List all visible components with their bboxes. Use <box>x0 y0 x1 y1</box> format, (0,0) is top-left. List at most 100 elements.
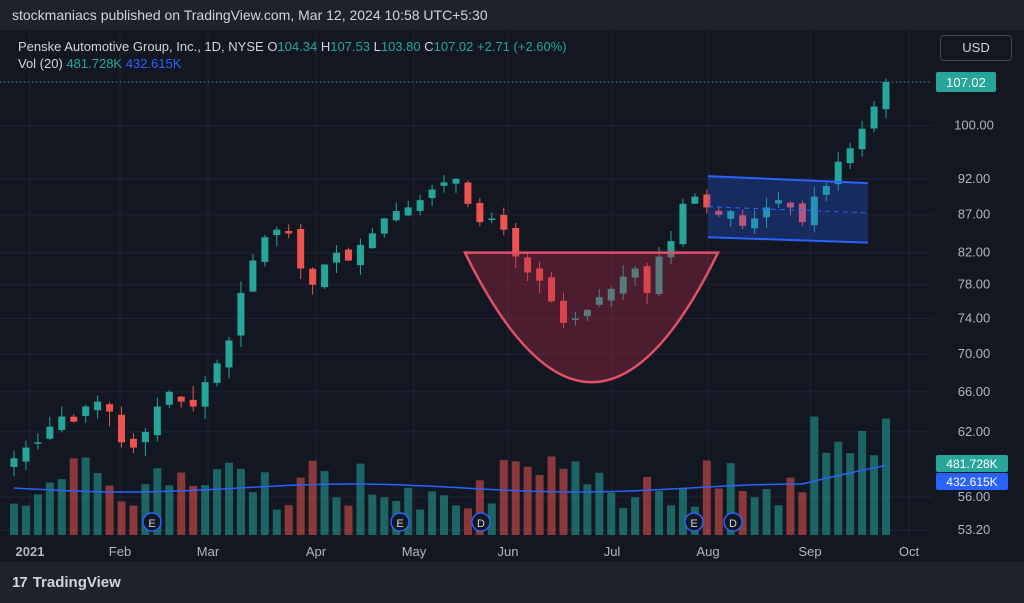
volume-bar <box>380 497 389 535</box>
x-tick-label: Jun <box>498 544 519 559</box>
candle-body <box>46 426 54 439</box>
open-value: 104.34 <box>277 39 318 54</box>
candle-body <box>356 244 364 266</box>
volume-bar <box>475 480 484 535</box>
volume-bar <box>117 501 126 535</box>
volume-bar <box>57 479 66 535</box>
volume-bar <box>726 463 735 535</box>
event-marker-label: E <box>148 518 155 530</box>
volume-bar <box>93 473 102 535</box>
y-tick-label: 87.00 <box>958 207 991 222</box>
candle-body <box>344 249 352 261</box>
volume-bar <box>177 472 186 535</box>
x-tick-label: May <box>402 544 427 559</box>
volume-bar <box>846 453 855 535</box>
volume-bar <box>607 492 616 535</box>
candle-body <box>129 438 137 448</box>
candle-body <box>870 106 878 129</box>
volume-indicator-label[interactable]: Vol (20) <box>18 56 63 71</box>
volume-bar <box>631 497 640 535</box>
event-marker-label: D <box>477 518 485 530</box>
volume-bar <box>882 418 890 535</box>
event-marker: E <box>684 512 704 532</box>
change-value: +2.71 (+2.60%) <box>477 39 567 54</box>
volume-bar <box>81 457 90 535</box>
volume-bars <box>10 416 890 535</box>
candle-body <box>607 288 615 301</box>
volume-bar <box>870 455 879 535</box>
candle-body <box>118 414 126 443</box>
candle-body <box>94 401 102 411</box>
currency-button[interactable]: USD <box>940 35 1012 61</box>
volume-bar <box>858 430 867 535</box>
volume-bar <box>702 460 711 535</box>
candle-body <box>691 196 699 204</box>
volume-bar <box>105 485 114 535</box>
candle-body <box>679 203 687 245</box>
volume-bar <box>511 461 520 535</box>
candle-body <box>34 442 42 444</box>
volume-bar <box>786 477 795 535</box>
volume-bar <box>153 468 162 535</box>
volume-bar <box>141 484 150 535</box>
x-tick-label: Aug <box>696 544 719 559</box>
high-label: H <box>320 39 331 54</box>
candle-body <box>82 406 90 416</box>
event-marker: D <box>471 512 491 532</box>
candle-body <box>10 458 18 467</box>
candle-body <box>536 268 544 281</box>
candle-body <box>548 277 556 302</box>
event-marker-circle <box>142 512 162 532</box>
x-tick-label: 2021 <box>16 544 45 559</box>
y-tick-label: 74.00 <box>958 310 991 325</box>
symbol-title[interactable]: Penske Automotive Group, Inc., 1D, NYSE <box>18 39 264 54</box>
volume-bar <box>201 485 210 535</box>
volume-ma-tag-label: 432.615K <box>946 475 997 489</box>
y-tick-label: 66.00 <box>958 384 991 399</box>
channel-upper-line <box>707 175 869 185</box>
volume-bar <box>225 462 234 535</box>
candles <box>10 78 890 477</box>
volume-value: 481.728K <box>66 56 123 71</box>
volume-bar <box>595 472 604 535</box>
candle-body <box>774 200 782 204</box>
volume-bar <box>714 488 723 535</box>
event-marker: D <box>723 512 743 532</box>
y-tick-label: 100.00 <box>954 117 994 132</box>
candle-body <box>619 276 627 294</box>
volume-bar <box>368 494 377 535</box>
tradingview-logo[interactable]: 17 TradingView <box>12 574 121 591</box>
candle-body <box>846 148 854 164</box>
candle-body <box>739 215 747 226</box>
volume-bar <box>738 491 747 535</box>
candle-body <box>655 256 663 295</box>
publisher-bar: stockmaniacs published on TradingView.co… <box>0 0 1024 30</box>
volume-bar <box>10 503 18 535</box>
last-price-tag <box>936 72 996 92</box>
volume-bar <box>248 492 257 535</box>
candle-body <box>141 431 149 443</box>
volume-bar <box>260 472 269 535</box>
cup-pattern <box>462 251 720 384</box>
volume-bar <box>296 477 305 535</box>
y-tick-label: 62.00 <box>958 424 991 439</box>
candle-body <box>667 241 675 258</box>
candle-body <box>571 318 579 320</box>
candle-body <box>368 233 376 249</box>
candle-body <box>213 363 221 383</box>
volume-bar <box>487 503 496 535</box>
candle-body <box>452 178 460 184</box>
volume-bar <box>798 492 807 535</box>
x-tick-label: Oct <box>899 544 920 559</box>
low-value: 103.80 <box>380 39 421 54</box>
x-tick-label: Apr <box>306 544 327 559</box>
chart-legend: Penske Automotive Group, Inc., 1D, NYSE … <box>18 38 567 72</box>
volume-bar <box>404 487 413 535</box>
volume-bar <box>774 505 783 535</box>
y-tick-label: 78.00 <box>958 277 991 292</box>
legend-row-ohlc: Penske Automotive Group, Inc., 1D, NYSE … <box>18 38 567 55</box>
candle-body <box>786 202 794 208</box>
volume-bar <box>666 505 675 535</box>
candle-body <box>309 268 317 285</box>
